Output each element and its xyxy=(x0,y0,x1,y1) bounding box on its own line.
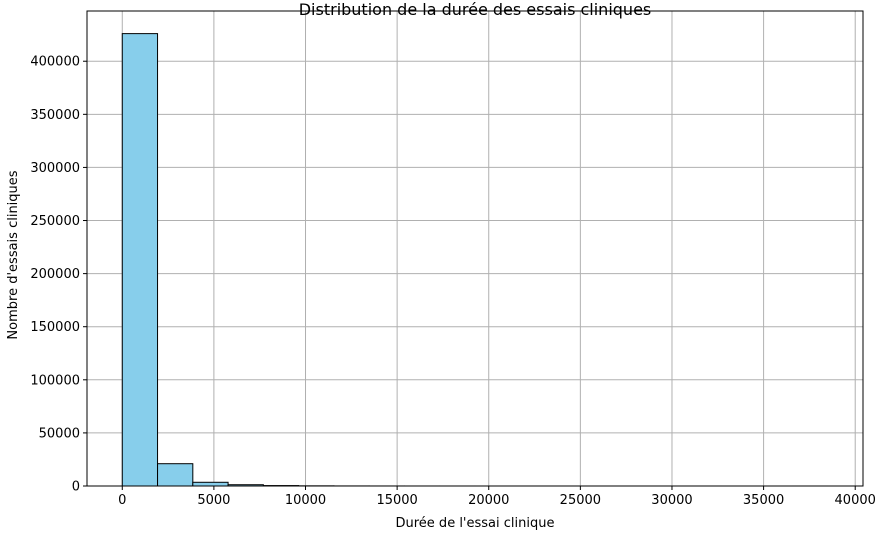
y-tick-label-5: 250000 xyxy=(30,214,80,229)
y-tick-label-2: 100000 xyxy=(30,373,80,388)
x-tick-label-2: 10000 xyxy=(285,493,326,508)
y-tick-label-3: 150000 xyxy=(30,320,80,335)
y-tick-label-8: 400000 xyxy=(30,55,80,70)
x-tick-label-0: 0 xyxy=(118,493,126,508)
y-tick-label-6: 300000 xyxy=(30,161,80,176)
histogram-bar-0 xyxy=(121,33,159,487)
histogram-bar-2 xyxy=(192,481,229,487)
plot-frame xyxy=(86,10,864,487)
x-tick-label-6: 30000 xyxy=(651,493,692,508)
y-tick-label-7: 350000 xyxy=(30,108,80,123)
x-tick-label-7: 35000 xyxy=(743,493,784,508)
x-tick-label-5: 25000 xyxy=(560,493,601,508)
x-tick-label-1: 5000 xyxy=(197,493,230,508)
x-axis-ticks: 0 5000 10000 15000 20000 25000 30000 35000 40000 xyxy=(118,486,876,508)
x-tick-label-3: 15000 xyxy=(376,493,417,508)
x-tick-label-8: 40000 xyxy=(835,493,876,508)
y-axis-label: Nombre d'essais cliniques xyxy=(6,170,21,339)
y-axis-ticks: 0 50000 100000 150000 200000 250000 300000 3500… xyxy=(30,55,87,495)
histogram-bar-1 xyxy=(157,463,194,487)
y-tick-label-4: 200000 xyxy=(30,267,80,282)
chart-title: Distribution de la durée des essais clin… xyxy=(299,0,652,19)
y-tick-label-1: 50000 xyxy=(39,426,80,441)
bars xyxy=(121,33,829,487)
x-axis-label: Durée de l'essai clinique xyxy=(396,516,555,531)
x-tick-label-4: 20000 xyxy=(468,493,509,508)
y-tick-label-0: 0 xyxy=(72,480,80,495)
